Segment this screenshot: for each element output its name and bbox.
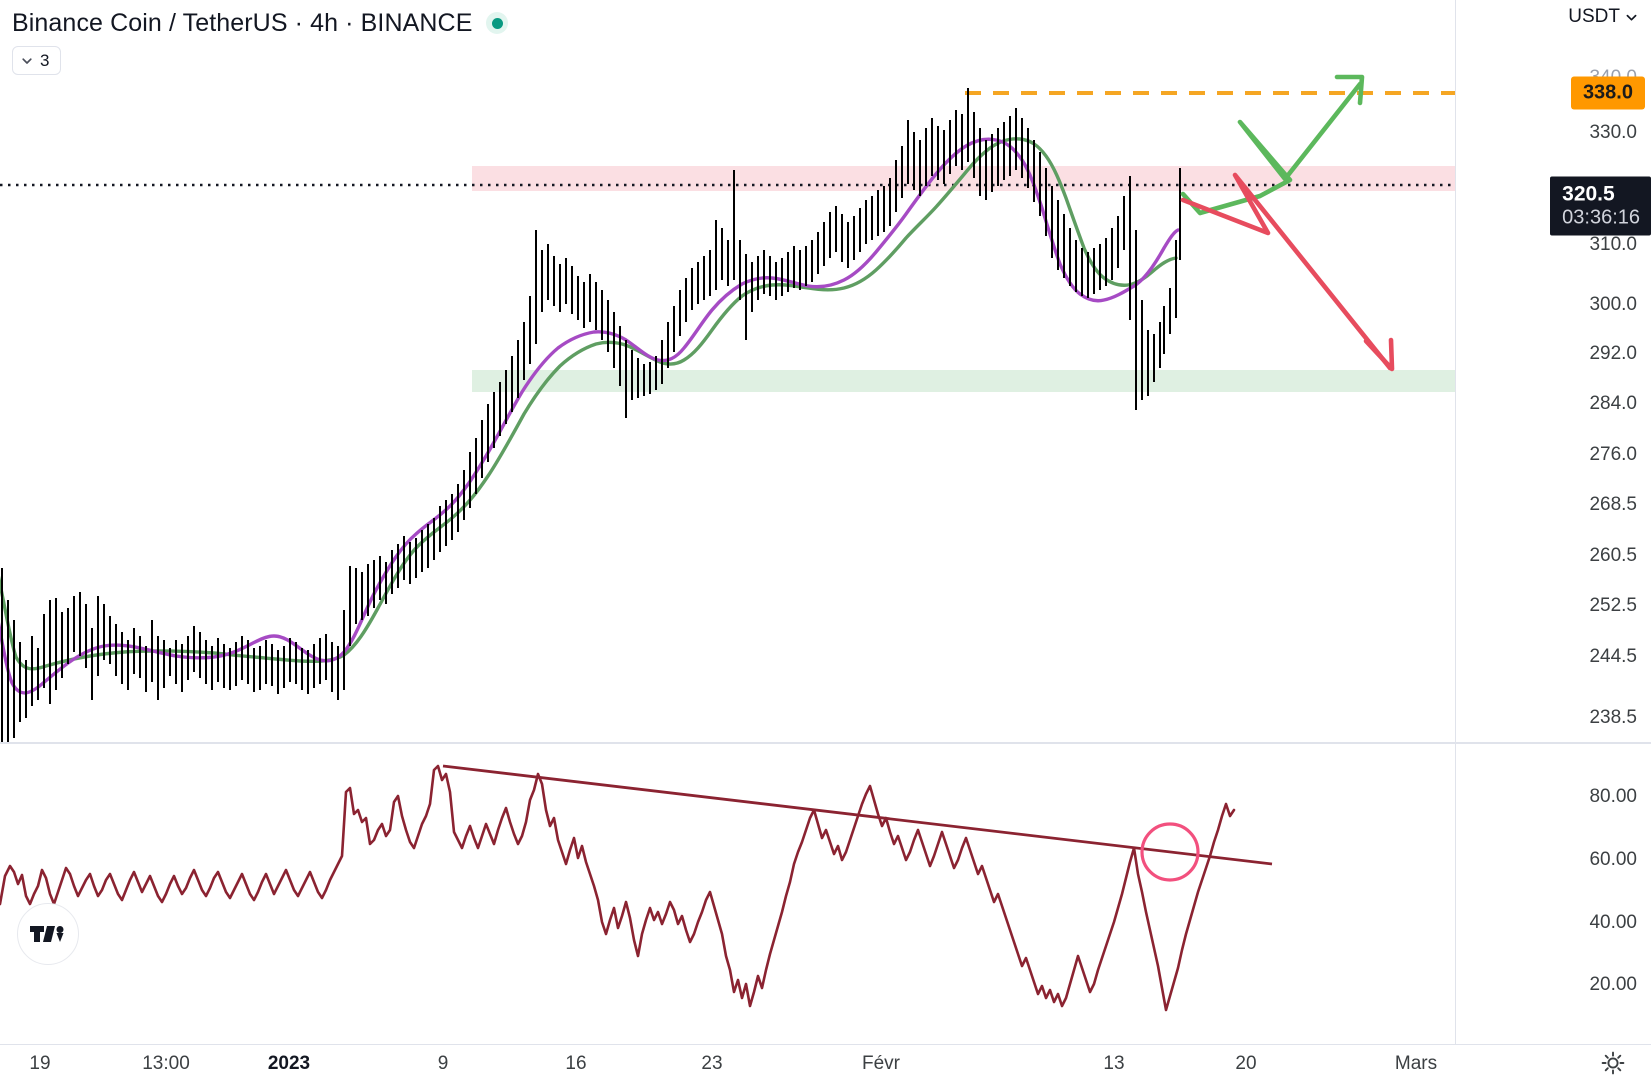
bearish-projection-arrow[interactable] [1180, 172, 1393, 371]
bar-countdown: 03:36:16 [1562, 206, 1640, 229]
rsi-line [0, 764, 1236, 1012]
chevron-down-icon [1625, 11, 1638, 24]
axis-tick-310: 310.0 [1589, 234, 1637, 255]
support-zone [472, 370, 1455, 392]
bearish-projection-arrowhead [1363, 337, 1395, 372]
axis-tick-284: 284.0 [1589, 393, 1637, 414]
gear-icon[interactable] [1601, 1051, 1625, 1075]
time-tick-20: 20 [1235, 1053, 1257, 1074]
price-bars [0, 88, 1182, 742]
symbol-title[interactable]: Binance Coin / TetherUS · 4h · BINANCE [12, 8, 473, 37]
bullish-projection-arrow[interactable] [1180, 81, 1363, 216]
axis-tick-238: 238.5 [1589, 707, 1637, 728]
currency-selector[interactable]: USDT [1568, 6, 1638, 28]
axis-tick-268: 268.5 [1589, 494, 1637, 515]
axis-tick-292: 292.0 [1589, 343, 1637, 364]
currency-label: USDT [1568, 6, 1620, 27]
price-pane-canvas [0, 74, 1455, 742]
chart-legend: Binance Coin / TetherUS · 4h · BINANCE 3 [12, 6, 509, 75]
time-tick-1300: 13:00 [142, 1053, 190, 1074]
price-axis[interactable]: USDT 340.0 330.0 320.5 310.0 300.0 292.0… [1455, 0, 1651, 1044]
axis-tick-260: 260.5 [1589, 545, 1637, 566]
chevron-down-icon [21, 55, 33, 67]
time-tick-16: 16 [565, 1053, 587, 1074]
tradingview-logo[interactable] [17, 903, 79, 965]
axis-tick-252: 252.5 [1589, 595, 1637, 616]
time-tick-13: 13 [1103, 1053, 1125, 1074]
axis-tick-330: 330.0 [1589, 122, 1637, 143]
interval-count-badge[interactable]: 3 [12, 46, 62, 75]
price-pane[interactable] [0, 0, 1455, 742]
time-tick-mars: Mars [1394, 1053, 1438, 1074]
time-tick-2023: 2023 [267, 1053, 311, 1074]
indicator-pane-canvas [0, 764, 1273, 1012]
time-tick-23: 23 [701, 1053, 723, 1074]
axis-pane-separator [1456, 742, 1651, 744]
time-tick-9: 9 [437, 1053, 449, 1074]
indicator-tick-40: 40.00 [1589, 912, 1637, 933]
indicator-tick-80: 80.00 [1589, 786, 1637, 807]
axis-tick-300: 300.0 [1589, 294, 1637, 315]
last-price-value: 320.5 [1562, 182, 1615, 206]
last-price-badge[interactable]: 320.5 03:36:16 [1550, 176, 1651, 236]
indicator-tick-20: 20.00 [1589, 974, 1637, 995]
legend-title-row[interactable]: Binance Coin / TetherUS · 4h · BINANCE [12, 6, 509, 40]
axis-tick-244: 244.5 [1589, 646, 1637, 667]
time-axis[interactable]: 19 13:00 2023 9 16 23 Févr 13 20 Mars [0, 1044, 1651, 1080]
rsi-breakout-circle[interactable] [1140, 822, 1200, 882]
time-tick-fevr: Févr [862, 1053, 900, 1074]
bullish-projection-arrowhead [1334, 74, 1365, 106]
target-price-badge[interactable]: 338.0 [1570, 76, 1645, 110]
interval-count-label: 3 [40, 51, 50, 70]
axis-tick-276: 276.0 [1589, 444, 1637, 465]
indicator-pane[interactable] [0, 744, 1455, 1044]
time-tick-19: 19 [29, 1053, 51, 1074]
market-status-dot [486, 12, 509, 34]
indicator-tick-60: 60.00 [1589, 849, 1637, 870]
ma-fast-line [0, 137, 1180, 695]
ma-slow-line [0, 137, 1178, 671]
pane-separator [0, 742, 1651, 744]
resistance-zone [472, 166, 1455, 191]
rsi-descending-trendline[interactable] [442, 764, 1273, 866]
